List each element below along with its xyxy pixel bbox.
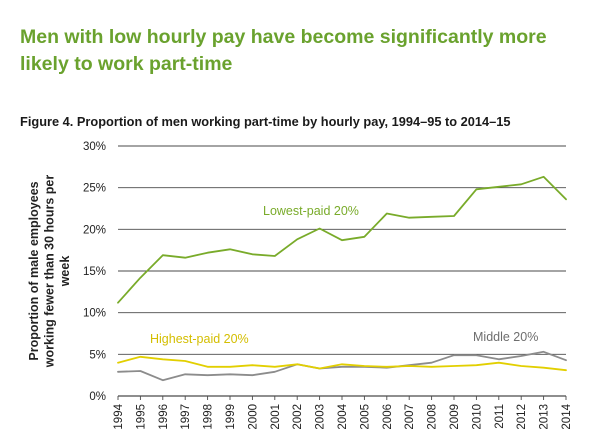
series-line-lowest [117, 175, 567, 304]
x-tick-label: 2002 [292, 404, 304, 430]
x-tick-label: 1994 [113, 403, 125, 429]
x-tick-label: 2004 [337, 403, 349, 429]
x-tick-label: 1995 [135, 404, 147, 430]
x-tick-label: 2005 [359, 404, 371, 430]
x-tick-label: 2006 [382, 404, 394, 430]
series-lines [117, 175, 567, 382]
y-axis-label: Proportion of male employees working fewe… [27, 175, 72, 369]
y-axis-label-line: week [58, 256, 72, 288]
page-headline: Men with low hourly pay have become sign… [20, 26, 547, 75]
y-axis-label-line: working fewer than 30 hours per [43, 175, 57, 369]
x-tick-label: 2014 [561, 403, 573, 429]
y-tick-label: 0% [89, 391, 106, 403]
y-tick-label: 5% [89, 349, 106, 361]
x-tick-label: 1997 [180, 404, 192, 430]
y-tick-label: 30% [83, 141, 106, 153]
y-tick-label: 10% [83, 308, 106, 320]
series-label-middle: Middle 20% [473, 330, 538, 344]
figure-title: Figure 4. Proportion of men working part… [20, 114, 511, 129]
y-axis-ticks: 0% 5% 10% 15% 20% 25% 30% [83, 141, 106, 403]
x-tick-label: 2009 [449, 404, 461, 430]
x-axis-ticks: 1994 1995 1996 1997 1998 1999 2000 2001 2002 2003… [113, 396, 573, 430]
x-tick-label: 2013 [539, 404, 551, 430]
y-tick-label: 25% [83, 183, 106, 195]
x-tick-label: 2001 [270, 404, 282, 430]
x-tick-label: 2010 [471, 404, 483, 430]
x-tick-label: 2012 [516, 404, 528, 430]
series-line-highest [117, 355, 567, 372]
y-tick-label: 20% [83, 224, 106, 236]
y-axis-label-line: Proportion of male employees [27, 181, 41, 360]
x-tick-label: 1998 [203, 404, 215, 430]
series-line-middle [117, 350, 567, 382]
x-tick-label: 2000 [247, 404, 259, 430]
y-tick-label: 15% [83, 266, 106, 278]
x-tick-label: 2003 [315, 404, 327, 430]
x-tick-label: 2007 [404, 404, 416, 430]
x-tick-label: 2008 [427, 404, 439, 430]
x-tick-label: 2011 [494, 404, 506, 429]
series-label-lowest: Lowest-paid 20% [263, 204, 359, 218]
series-label-highest: Highest-paid 20% [150, 332, 249, 346]
x-tick-label: 1996 [158, 404, 170, 430]
x-tick-label: 1999 [225, 404, 237, 430]
